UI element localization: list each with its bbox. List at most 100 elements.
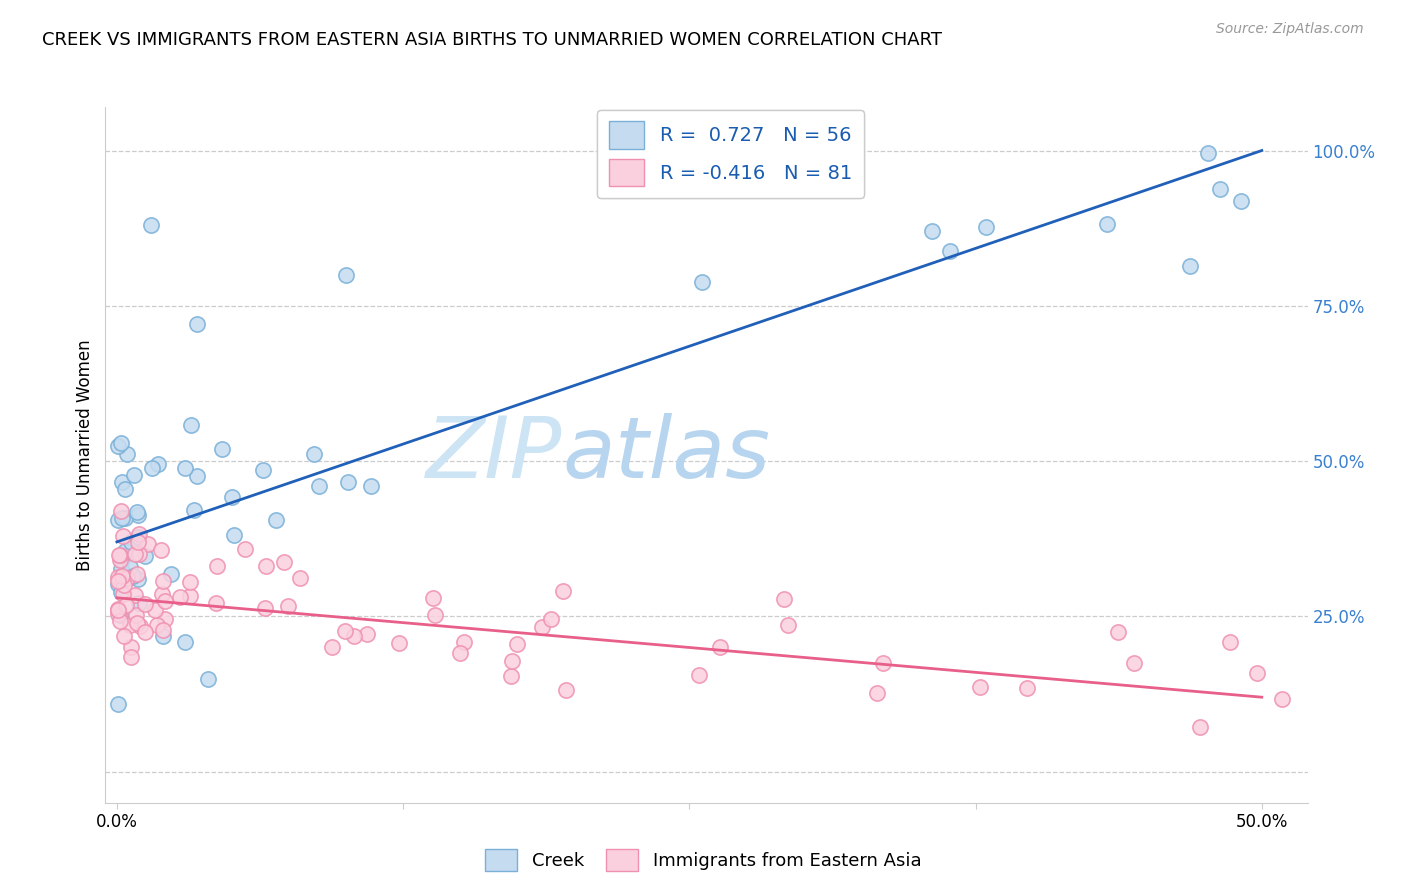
Point xyxy=(1246,665,1268,680)
Point xyxy=(107,570,129,584)
Point xyxy=(124,608,146,623)
Point xyxy=(146,457,169,471)
Point xyxy=(120,534,142,549)
Point xyxy=(221,490,243,504)
Point xyxy=(506,637,529,651)
Point xyxy=(136,537,159,551)
Point xyxy=(127,616,149,631)
Point xyxy=(121,650,143,665)
Point xyxy=(127,505,149,519)
Point xyxy=(1189,720,1212,734)
Point xyxy=(120,640,142,654)
Point xyxy=(150,543,173,558)
Point xyxy=(111,569,134,583)
Point xyxy=(540,612,562,626)
Point xyxy=(159,566,181,581)
Point xyxy=(141,218,163,232)
Point xyxy=(388,636,411,650)
Point xyxy=(110,585,132,599)
Point xyxy=(180,417,202,432)
Point xyxy=(183,503,205,517)
Point xyxy=(118,618,141,632)
Point xyxy=(222,527,245,541)
Point xyxy=(530,620,553,634)
Point xyxy=(110,607,132,622)
Point xyxy=(128,547,150,561)
Point xyxy=(107,601,129,615)
Point xyxy=(112,529,135,543)
Point xyxy=(115,571,138,585)
Point xyxy=(124,547,146,561)
Point xyxy=(233,542,256,557)
Point xyxy=(134,625,156,640)
Point xyxy=(127,535,149,549)
Point xyxy=(921,224,943,238)
Point xyxy=(211,442,233,456)
Point xyxy=(1178,259,1201,273)
Point xyxy=(499,668,522,682)
Legend: R =  0.727   N = 56, R = -0.416   N = 81: R = 0.727 N = 56, R = -0.416 N = 81 xyxy=(598,110,863,198)
Point xyxy=(308,479,330,493)
Point xyxy=(112,629,135,643)
Point xyxy=(253,601,276,615)
Point xyxy=(333,624,356,638)
Point xyxy=(128,527,150,541)
Point xyxy=(124,588,146,602)
Point xyxy=(110,552,132,566)
Point xyxy=(288,571,311,585)
Point xyxy=(152,629,174,643)
Point xyxy=(134,549,156,564)
Point xyxy=(449,646,471,660)
Point xyxy=(107,576,129,591)
Point xyxy=(1107,624,1129,639)
Point xyxy=(114,511,136,525)
Point xyxy=(174,460,197,475)
Point xyxy=(122,569,145,583)
Point xyxy=(205,559,228,574)
Point xyxy=(304,447,326,461)
Point xyxy=(150,587,173,601)
Point xyxy=(141,460,163,475)
Point xyxy=(114,543,136,558)
Point xyxy=(186,318,208,332)
Text: atlas: atlas xyxy=(562,413,770,497)
Point xyxy=(356,626,378,640)
Point xyxy=(501,654,523,668)
Point xyxy=(939,244,962,258)
Point xyxy=(107,603,129,617)
Point xyxy=(114,482,136,496)
Text: Source: ZipAtlas.com: Source: ZipAtlas.com xyxy=(1216,22,1364,37)
Point xyxy=(179,589,201,603)
Point xyxy=(117,447,139,461)
Point xyxy=(146,618,169,632)
Point xyxy=(107,513,129,527)
Point xyxy=(1197,145,1219,160)
Point xyxy=(127,573,149,587)
Point xyxy=(118,560,141,574)
Point xyxy=(122,468,145,483)
Point xyxy=(128,596,150,610)
Point xyxy=(1230,194,1253,209)
Point xyxy=(153,612,176,626)
Point xyxy=(108,553,131,567)
Point xyxy=(1219,634,1241,648)
Point xyxy=(773,591,796,606)
Point xyxy=(277,599,299,613)
Point xyxy=(127,508,149,522)
Point xyxy=(128,619,150,633)
Point xyxy=(112,587,135,601)
Point xyxy=(335,268,357,282)
Point xyxy=(127,566,149,581)
Point xyxy=(108,548,131,562)
Point xyxy=(974,219,997,234)
Point xyxy=(152,574,174,588)
Y-axis label: Births to Unmarried Women: Births to Unmarried Women xyxy=(76,339,94,571)
Point xyxy=(169,590,191,604)
Point xyxy=(872,656,894,670)
Point xyxy=(127,530,149,544)
Point xyxy=(108,548,131,562)
Point xyxy=(1015,681,1038,696)
Point xyxy=(778,618,800,632)
Point xyxy=(690,275,713,289)
Point xyxy=(110,436,132,450)
